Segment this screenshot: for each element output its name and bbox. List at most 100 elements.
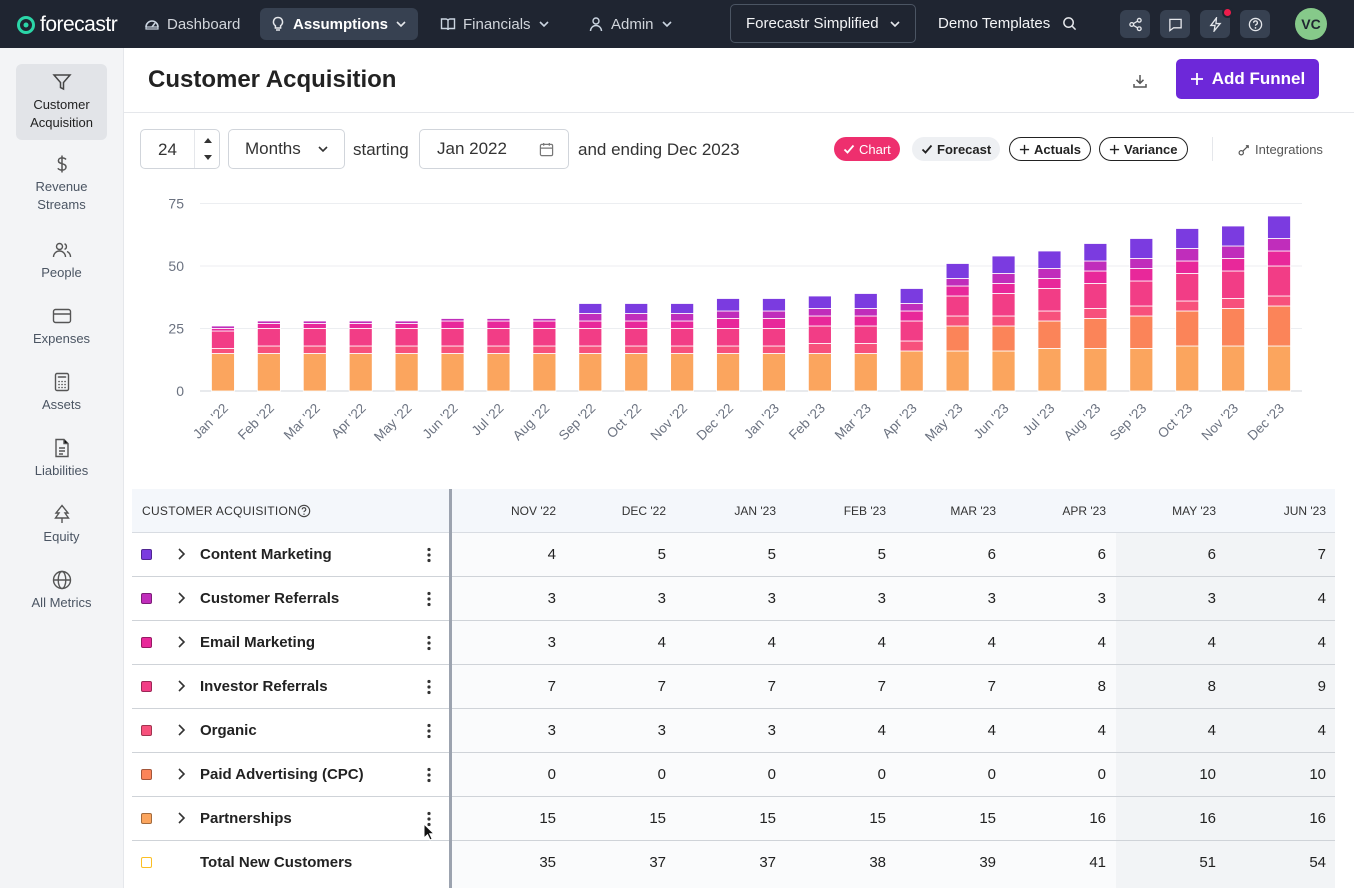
table-cell[interactable]: 6 xyxy=(987,546,996,563)
bar-segment[interactable] xyxy=(670,353,695,392)
bar-segment[interactable] xyxy=(1175,260,1200,274)
bar-segment[interactable] xyxy=(1129,258,1154,269)
sidebar-item-people[interactable]: People xyxy=(16,240,107,284)
table-cell[interactable]: 8 xyxy=(1097,678,1106,695)
bar-segment[interactable] xyxy=(532,345,557,354)
bar-segment[interactable] xyxy=(532,320,557,329)
bar-segment[interactable] xyxy=(899,288,924,304)
bar-segment[interactable] xyxy=(1221,225,1246,247)
bar-segment[interactable] xyxy=(394,328,419,347)
bar-segment[interactable] xyxy=(670,303,695,314)
help-button[interactable] xyxy=(1240,10,1270,38)
table-cell[interactable]: 0 xyxy=(767,766,776,783)
table-cell[interactable]: 10 xyxy=(1309,766,1326,783)
bar-segment[interactable] xyxy=(486,318,511,322)
table-cell[interactable]: 5 xyxy=(657,546,666,563)
table-row[interactable]: Paid Advertising (CPC) 0 0 0 0 0 0 10 10 xyxy=(132,753,1335,797)
table-cell[interactable]: 7 xyxy=(547,678,556,695)
table-cell[interactable]: 7 xyxy=(657,678,666,695)
bar-segment[interactable] xyxy=(716,345,740,354)
bar-segment[interactable] xyxy=(991,293,1016,317)
bar-segment[interactable] xyxy=(899,340,924,352)
bar-segment[interactable] xyxy=(486,353,511,392)
table-cell[interactable]: 8 xyxy=(1207,678,1216,695)
bar-segment[interactable] xyxy=(670,320,695,329)
bar-segment[interactable] xyxy=(486,320,511,329)
bar-segment[interactable] xyxy=(1037,268,1062,279)
bar-segment[interactable] xyxy=(394,323,419,329)
row-menu-button[interactable] xyxy=(426,547,432,568)
bar-segment[interactable] xyxy=(394,345,419,354)
bar-segment[interactable] xyxy=(762,345,786,354)
table-cell[interactable]: 39 xyxy=(979,854,996,871)
row-menu-button[interactable] xyxy=(426,635,432,656)
bar-segment[interactable] xyxy=(807,295,832,309)
bar-segment[interactable] xyxy=(991,325,1016,352)
sidebar-item-revenue-streams[interactable]: Revenue Streams xyxy=(16,154,107,214)
bar-segment[interactable] xyxy=(1037,278,1062,289)
bar-segment[interactable] xyxy=(670,328,695,347)
table-cell[interactable]: 4 xyxy=(1317,722,1326,739)
expand-row-button[interactable] xyxy=(175,679,187,698)
bar-segment[interactable] xyxy=(211,348,235,354)
period-count-stepper[interactable]: 24 xyxy=(140,129,220,169)
sidebar-item-all-metrics[interactable]: All Metrics xyxy=(16,570,107,614)
comments-button[interactable] xyxy=(1160,10,1190,38)
bar-segment[interactable] xyxy=(716,328,740,347)
expand-row-button[interactable] xyxy=(175,767,187,786)
period-unit-select[interactable]: Months xyxy=(228,129,345,169)
bar-segment[interactable] xyxy=(762,298,786,312)
bar-segment[interactable] xyxy=(440,328,465,347)
table-cell[interactable]: 3 xyxy=(547,722,556,739)
bar-segment[interactable] xyxy=(302,320,327,324)
bar-segment[interactable] xyxy=(1037,250,1062,269)
bar-segment[interactable] xyxy=(945,295,970,317)
bar-segment[interactable] xyxy=(899,350,924,392)
bar-segment[interactable] xyxy=(1129,348,1154,392)
bar-segment[interactable] xyxy=(302,323,327,329)
table-row[interactable]: Content Marketing 4 5 5 5 6 6 6 7 xyxy=(132,533,1335,577)
bar-segment[interactable] xyxy=(440,345,465,354)
table-cell[interactable]: 4 xyxy=(877,634,886,651)
table-cell[interactable]: 9 xyxy=(1317,678,1326,695)
bar-segment[interactable] xyxy=(302,353,327,392)
table-cell[interactable]: 4 xyxy=(657,634,666,651)
bar-segment[interactable] xyxy=(991,273,1016,284)
bar-segment[interactable] xyxy=(1175,310,1200,347)
table-cell[interactable]: 3 xyxy=(767,590,776,607)
row-menu-button[interactable] xyxy=(426,591,432,612)
table-cell[interactable]: 4 xyxy=(987,722,996,739)
bar-segment[interactable] xyxy=(578,320,603,329)
table-cell[interactable]: 16 xyxy=(1199,810,1216,827)
table-cell[interactable]: 3 xyxy=(987,590,996,607)
notifications-button[interactable] xyxy=(1200,7,1233,38)
table-cell[interactable]: 7 xyxy=(767,678,776,695)
table-cell[interactable]: 15 xyxy=(979,810,996,827)
bar-segment[interactable] xyxy=(853,308,878,317)
bar-segment[interactable] xyxy=(256,323,281,329)
table-cell[interactable]: 7 xyxy=(877,678,886,695)
sidebar-item-liabilities[interactable]: Liabilities xyxy=(16,438,107,482)
table-cell[interactable]: 6 xyxy=(1207,546,1216,563)
bar-segment[interactable] xyxy=(1083,243,1108,262)
table-cell[interactable]: 15 xyxy=(759,810,776,827)
table-cell[interactable]: 4 xyxy=(1097,722,1106,739)
bar-segment[interactable] xyxy=(440,320,465,329)
table-cell[interactable]: 7 xyxy=(987,678,996,695)
table-cell[interactable]: 4 xyxy=(987,634,996,651)
bar-segment[interactable] xyxy=(486,345,511,354)
bar-segment[interactable] xyxy=(1083,308,1108,319)
table-cell[interactable]: 15 xyxy=(539,810,556,827)
add-funnel-button[interactable]: Add Funnel xyxy=(1176,59,1319,99)
bar-segment[interactable] xyxy=(1037,348,1062,392)
bar-segment[interactable] xyxy=(1267,265,1291,297)
bar-segment[interactable] xyxy=(1175,345,1200,392)
total-row[interactable]: Total New Customers 35 37 37 38 39 41 51 54 xyxy=(132,841,1335,885)
bar-segment[interactable] xyxy=(578,328,603,347)
bar-segment[interactable] xyxy=(256,320,281,324)
bar-segment[interactable] xyxy=(899,303,924,312)
table-cell[interactable]: 41 xyxy=(1089,854,1106,871)
table-cell[interactable]: 37 xyxy=(759,854,776,871)
forecast-toggle[interactable]: Forecast xyxy=(912,137,1001,161)
nav-financials[interactable]: Financials xyxy=(430,8,560,40)
